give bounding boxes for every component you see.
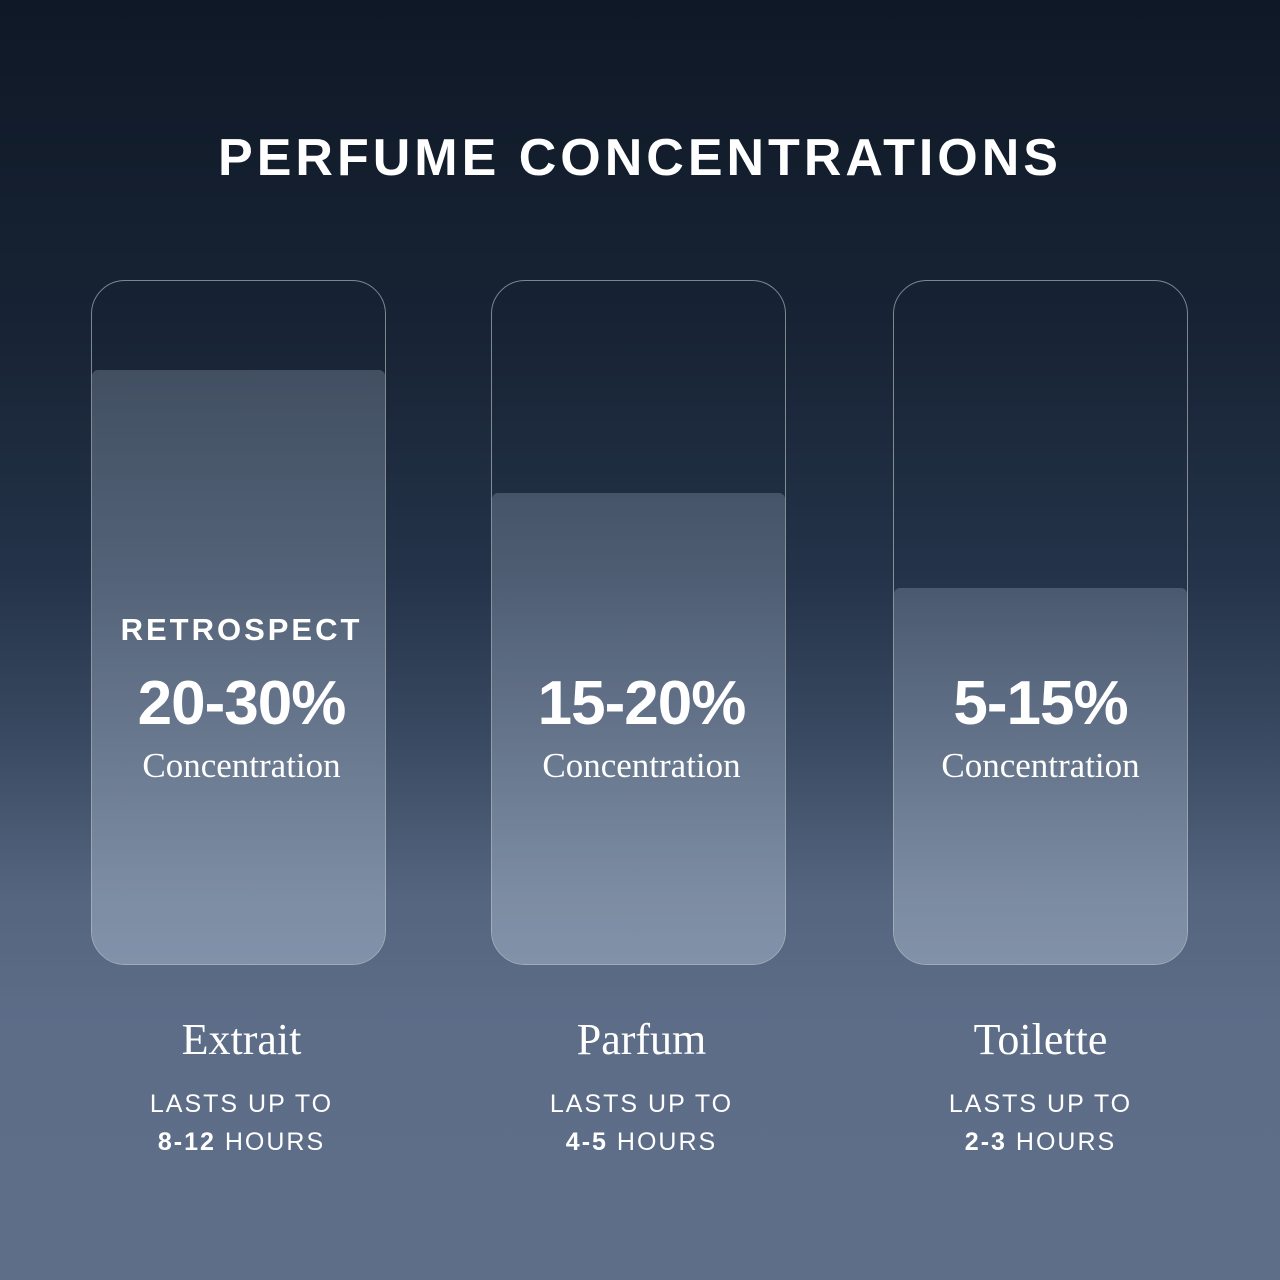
hours-unit: HOURS bbox=[224, 1128, 326, 1156]
type-name: Parfum bbox=[576, 1015, 707, 1064]
lasts-label: LASTS UP TO bbox=[149, 1090, 334, 1118]
concentration-label: Concentration bbox=[542, 746, 741, 785]
brand-label: RETROSPECT bbox=[120, 612, 363, 647]
hours-unit: HOURS bbox=[1015, 1128, 1117, 1156]
percent-value: 15-20% bbox=[537, 669, 747, 738]
hours-value: 2-3 bbox=[964, 1128, 1007, 1156]
concentration-label: Concentration bbox=[941, 746, 1140, 785]
concentration-label: Concentration bbox=[142, 746, 341, 785]
concentration-card-toilette bbox=[893, 280, 1188, 965]
type-name: Toilette bbox=[973, 1015, 1108, 1064]
fill-level-bar bbox=[894, 588, 1187, 964]
longevity-text: LASTS UP TO 8-12 HOURS bbox=[94, 1085, 389, 1161]
percent-value: 20-30% bbox=[137, 669, 347, 738]
hours-value: 8-12 bbox=[157, 1128, 216, 1156]
concentration-card-parfum bbox=[491, 280, 786, 965]
hours-unit: HOURS bbox=[616, 1128, 718, 1156]
percent-value: 5-15% bbox=[953, 669, 1128, 738]
concentration-card-extrait bbox=[91, 280, 386, 965]
type-name: Extrait bbox=[181, 1015, 302, 1064]
longevity-text: LASTS UP TO 2-3 HOURS bbox=[893, 1085, 1188, 1161]
lasts-label: LASTS UP TO bbox=[549, 1090, 734, 1118]
page-title: PERFUME CONCENTRATIONS bbox=[218, 129, 1062, 187]
hours-value: 4-5 bbox=[565, 1128, 608, 1156]
longevity-text: LASTS UP TO 4-5 HOURS bbox=[494, 1085, 789, 1161]
lasts-label: LASTS UP TO bbox=[948, 1090, 1133, 1118]
fill-level-bar bbox=[92, 369, 385, 964]
fill-level-bar bbox=[492, 492, 785, 964]
